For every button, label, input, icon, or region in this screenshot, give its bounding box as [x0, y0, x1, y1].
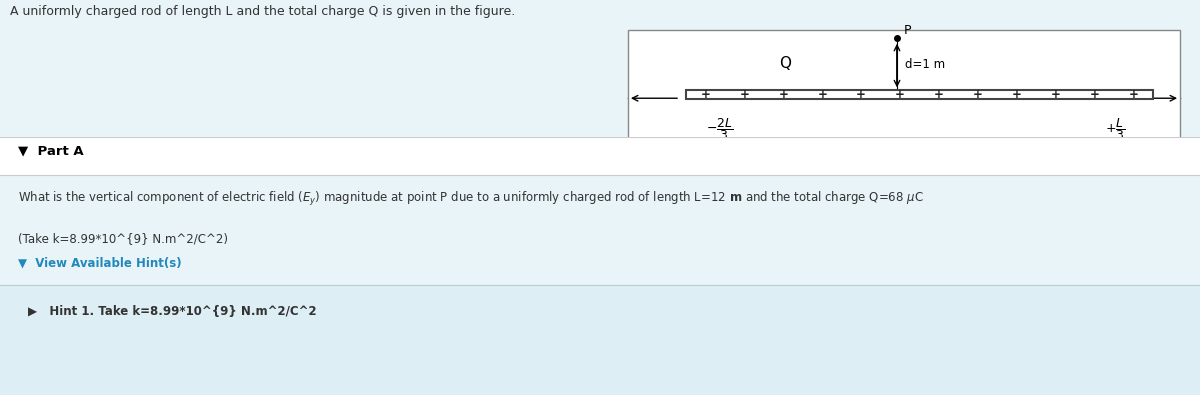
Text: ▼  View Available Hint(s): ▼ View Available Hint(s): [18, 257, 181, 270]
Text: +: +: [817, 88, 827, 101]
Text: $+\dfrac{L}{3}$: $+\dfrac{L}{3}$: [1105, 116, 1126, 142]
Text: +: +: [1012, 88, 1021, 101]
Text: (Take k=8.99*10^{9} N.m^2/C^2): (Take k=8.99*10^{9} N.m^2/C^2): [18, 232, 228, 245]
Bar: [628, 30, 1180, 142]
Text: +: +: [739, 88, 749, 101]
Text: +: +: [1051, 88, 1061, 101]
Bar: [0, 137, 1200, 175]
Text: $-\dfrac{2L}{3}$: $-\dfrac{2L}{3}$: [707, 116, 733, 142]
Text: +: +: [779, 88, 788, 101]
Text: +: +: [934, 88, 944, 101]
Text: A uniformly charged rod of length L and the total charge Q is given in the figur: A uniformly charged rod of length L and …: [10, 5, 515, 18]
Text: +: +: [973, 88, 983, 101]
Text: +: +: [701, 88, 710, 101]
Bar: [0, 285, 1200, 395]
Text: P: P: [904, 24, 912, 37]
Text: ▼  Part A: ▼ Part A: [18, 145, 84, 158]
Text: What is the vertical component of electric field ($E_y$) magnitude at point P du: What is the vertical component of electr…: [18, 190, 924, 208]
Text: Q: Q: [779, 56, 791, 71]
Bar: [686, 90, 1153, 99]
Text: +: +: [856, 88, 866, 101]
Text: ▶   Hint 1. Take k=8.99*10^{9} N.m^2/C^2: ▶ Hint 1. Take k=8.99*10^{9} N.m^2/C^2: [28, 305, 317, 318]
Text: d=1 m: d=1 m: [905, 58, 946, 71]
Text: +: +: [1129, 88, 1139, 101]
Text: +: +: [1090, 88, 1099, 101]
Text: +: +: [895, 88, 905, 101]
